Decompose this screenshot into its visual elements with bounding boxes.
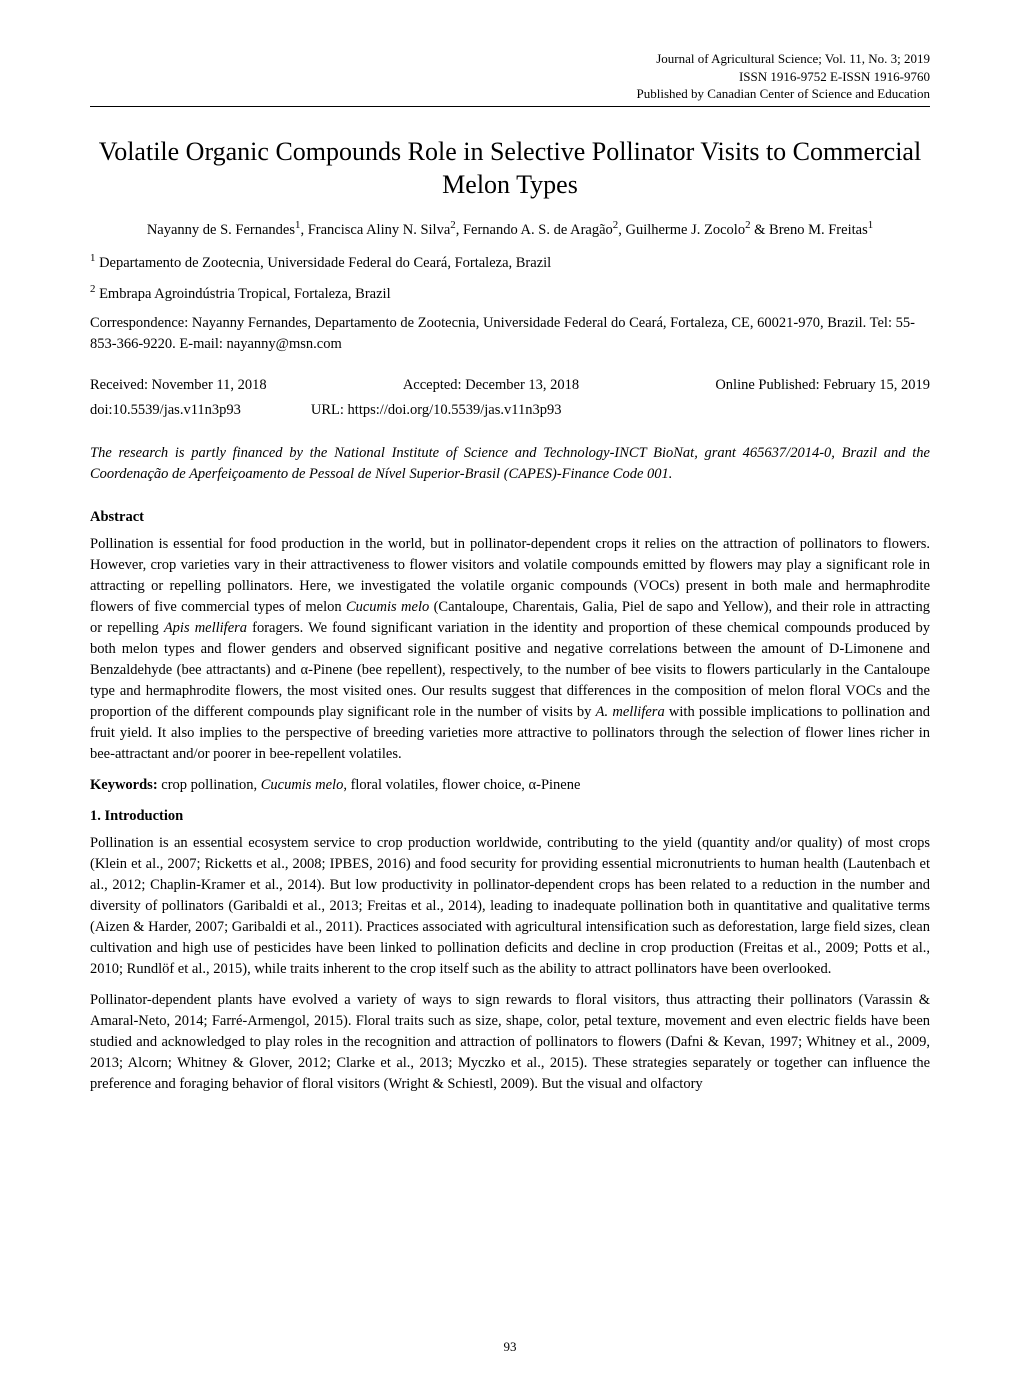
affiliation-2-text: Embrapa Agroindústria Tropical, Fortalez…: [95, 286, 390, 302]
doi-url: URL: https://doi.org/10.5539/jas.v11n3p9…: [311, 400, 562, 421]
paper-title: Volatile Organic Compounds Role in Selec…: [90, 135, 930, 203]
affiliation-1: 1 Departamento de Zootecnia, Universidad…: [90, 251, 930, 274]
author-list: Nayanny de S. Fernandes1, Francisca Alin…: [90, 218, 930, 241]
dates-row: Received: November 11, 2018 Accepted: De…: [90, 375, 930, 396]
abstract-text: Pollination is essential for food produc…: [90, 534, 930, 765]
funding-statement: The research is partly financed by the N…: [90, 443, 930, 485]
doi-text: doi:10.5539/jas.v11n3p93: [90, 400, 241, 421]
journal-header: Journal of Agricultural Science; Vol. 11…: [90, 50, 930, 103]
abstract-heading: Abstract: [90, 507, 930, 528]
journal-header-line3: Published by Canadian Center of Science …: [90, 85, 930, 103]
journal-header-line2: ISSN 1916-9752 E-ISSN 1916-9760: [90, 68, 930, 86]
accepted-date: Accepted: December 13, 2018: [403, 375, 579, 396]
affiliation-2: 2 Embrapa Agroindústria Tropical, Fortal…: [90, 282, 930, 305]
page-number: 93: [0, 1338, 1020, 1357]
keywords: Keywords: crop pollination, Cucumis melo…: [90, 775, 930, 796]
introduction-p2: Pollinator-dependent plants have evolved…: [90, 990, 930, 1095]
correspondence: Correspondence: Nayanny Fernandes, Depar…: [90, 313, 930, 355]
header-rule: [90, 106, 930, 107]
received-date: Received: November 11, 2018: [90, 375, 267, 396]
doi-row: doi:10.5539/jas.v11n3p93 URL: https://do…: [90, 400, 930, 421]
introduction-p1: Pollination is an essential ecosystem se…: [90, 833, 930, 980]
published-date: Online Published: February 15, 2019: [715, 375, 930, 396]
affiliation-1-text: Departamento de Zootecnia, Universidade …: [95, 255, 551, 271]
introduction-heading: 1. Introduction: [90, 806, 930, 827]
journal-header-line1: Journal of Agricultural Science; Vol. 11…: [90, 50, 930, 68]
